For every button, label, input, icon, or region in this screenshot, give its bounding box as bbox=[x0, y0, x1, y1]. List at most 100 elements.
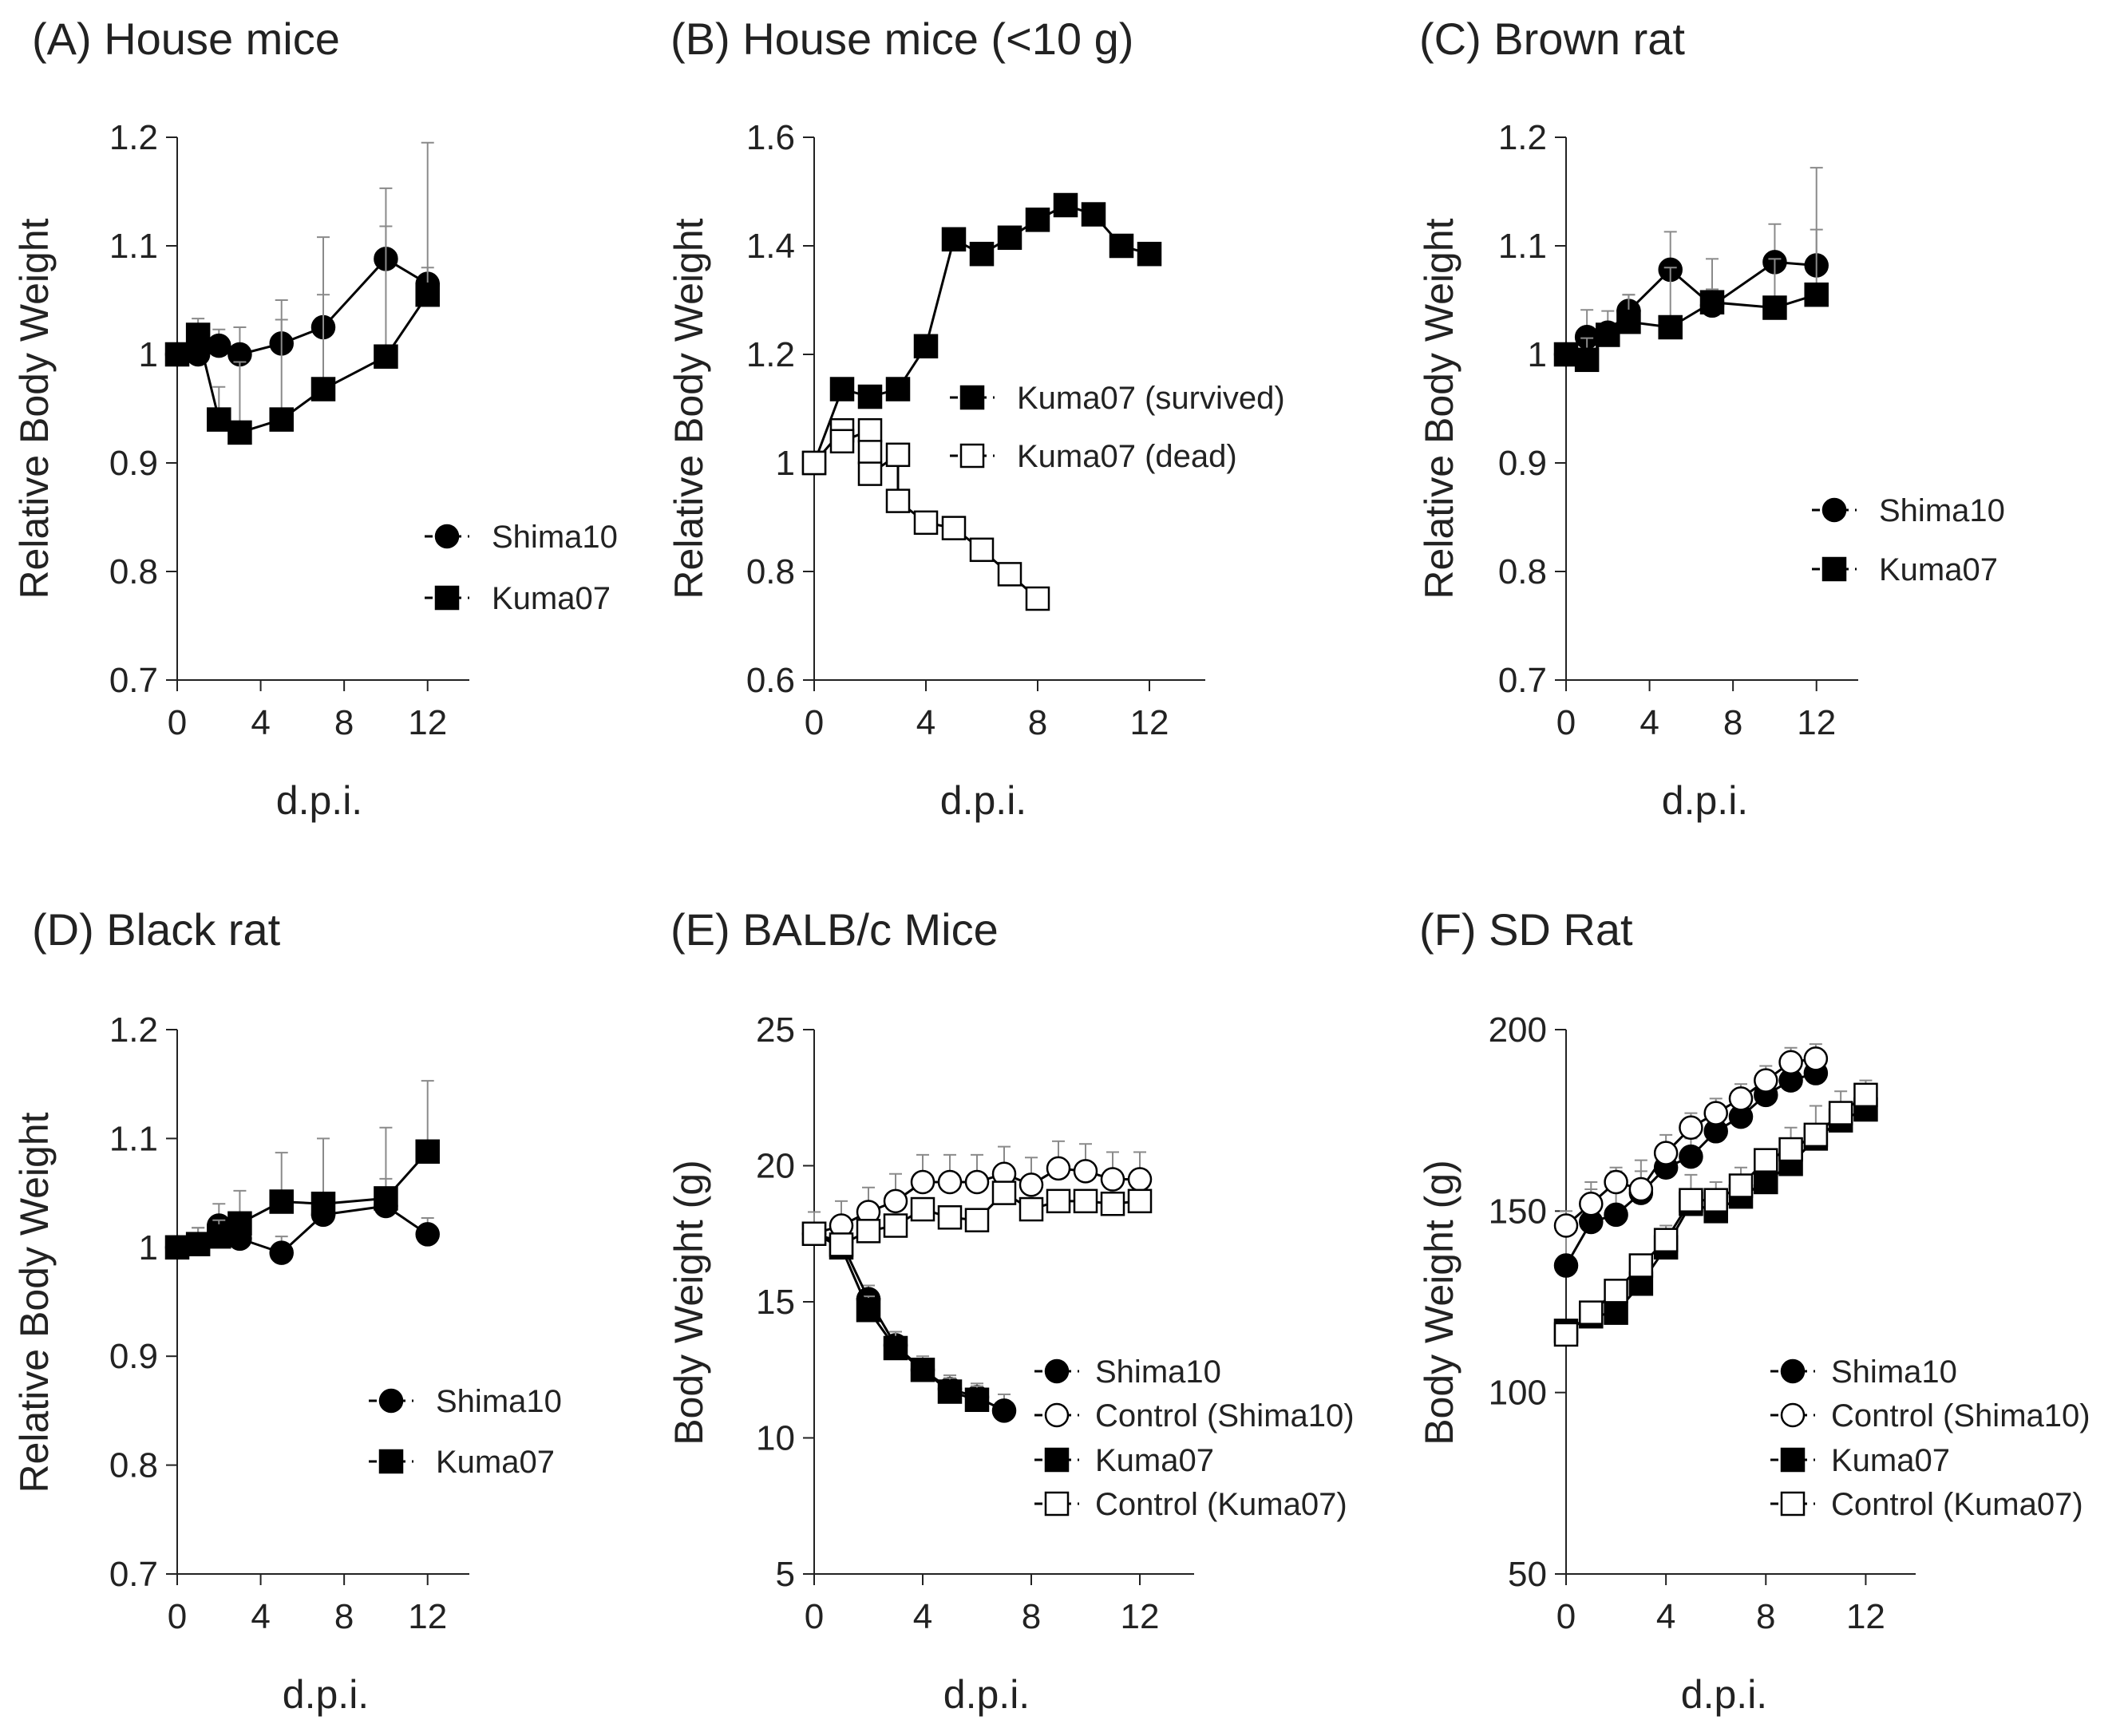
legend-marker bbox=[1044, 1491, 1070, 1517]
data-point bbox=[1553, 1322, 1579, 1347]
x-tick-label: 12 bbox=[1846, 1597, 1885, 1636]
data-point bbox=[1046, 1156, 1071, 1181]
legend-label: Kuma07 bbox=[1095, 1443, 1214, 1478]
data-point bbox=[913, 334, 939, 359]
data-point bbox=[1853, 1082, 1878, 1108]
x-tick-label: 0 bbox=[805, 703, 824, 742]
x-tick-label: 4 bbox=[916, 703, 935, 742]
series-line bbox=[1564, 1072, 1817, 1267]
data-point bbox=[207, 333, 231, 358]
y-tick-label: 0.7 bbox=[1498, 661, 1547, 700]
legend-label: Control (Kuma07) bbox=[1095, 1487, 1347, 1522]
x-tick-label: 4 bbox=[913, 1597, 932, 1636]
y-tick-label: 1.2 bbox=[109, 1010, 158, 1050]
series-control-kuma07 bbox=[1553, 1082, 1878, 1347]
legend: Shima10 Control (Shima10) Kuma07 Control (K… bbox=[1770, 1354, 2090, 1522]
data-point bbox=[374, 1186, 398, 1211]
data-point bbox=[1025, 208, 1050, 232]
legend-marker bbox=[434, 524, 460, 549]
legend-label: Control (Shima10) bbox=[1095, 1398, 1355, 1433]
data-point bbox=[1100, 1167, 1125, 1192]
panel-title: (B) House mice (<10 g) bbox=[670, 14, 1133, 64]
y-tick-label: 1 bbox=[139, 335, 158, 374]
series-kuma07-dead bbox=[801, 417, 1050, 611]
y-tick-label: 0.8 bbox=[746, 552, 795, 591]
y-tick-label: 50 bbox=[1508, 1555, 1547, 1594]
x-tick-label: 8 bbox=[1723, 703, 1742, 742]
y-tick-label: 1.2 bbox=[109, 118, 158, 157]
data-point bbox=[829, 429, 855, 454]
panel-title: (C) Brown rat bbox=[1419, 14, 1685, 64]
data-point bbox=[885, 442, 911, 468]
data-point bbox=[185, 1232, 211, 1256]
data-point bbox=[997, 225, 1022, 251]
legend-marker bbox=[434, 585, 460, 611]
data-point bbox=[207, 407, 231, 432]
data-point bbox=[1762, 295, 1787, 320]
data-point bbox=[1754, 1068, 1778, 1093]
data-point bbox=[164, 1235, 190, 1260]
x-tick-label: 4 bbox=[1656, 1597, 1675, 1636]
data-point bbox=[1754, 1169, 1778, 1195]
data-point bbox=[1553, 1213, 1579, 1238]
legend-marker bbox=[1821, 497, 1847, 523]
series-kuma07 bbox=[164, 1080, 440, 1260]
data-point bbox=[185, 322, 211, 347]
data-point bbox=[1019, 1172, 1044, 1197]
series-kuma07-survived bbox=[801, 192, 1162, 476]
data-point bbox=[1579, 1191, 1604, 1216]
data-point bbox=[1073, 1188, 1098, 1214]
series-control-kuma07 bbox=[801, 1180, 1153, 1257]
legend-marker bbox=[1780, 1358, 1806, 1384]
data-point bbox=[937, 1205, 963, 1230]
data-point bbox=[1679, 1188, 1703, 1212]
x-tick-label: 0 bbox=[1556, 1597, 1576, 1636]
data-point bbox=[857, 440, 883, 465]
data-point bbox=[269, 407, 294, 432]
data-point bbox=[1073, 1159, 1098, 1184]
data-point bbox=[1728, 1173, 1754, 1198]
data-point bbox=[1574, 347, 1600, 373]
x-axis-title: d.p.i. bbox=[1662, 778, 1748, 823]
data-point bbox=[374, 344, 398, 369]
data-point bbox=[1679, 1144, 1703, 1169]
data-point bbox=[1699, 290, 1725, 314]
data-point bbox=[1803, 1122, 1829, 1148]
data-point bbox=[227, 420, 252, 445]
legend-label: Kuma07 (dead) bbox=[1017, 439, 1237, 474]
panel-title: (A) House mice bbox=[32, 14, 340, 64]
data-point bbox=[856, 1219, 881, 1244]
legend: Shima10 Kuma07 bbox=[369, 1384, 562, 1480]
x-tick-label: 0 bbox=[1556, 703, 1576, 742]
legend-label: Kuma07 (survived) bbox=[1017, 381, 1285, 416]
x-axis-title: d.p.i. bbox=[276, 778, 362, 823]
data-point bbox=[1081, 202, 1106, 227]
y-tick-label: 1 bbox=[776, 444, 795, 483]
y-tick-label: 10 bbox=[756, 1419, 795, 1458]
data-point bbox=[1127, 1167, 1153, 1192]
data-point bbox=[1100, 1191, 1125, 1216]
data-point bbox=[913, 510, 939, 536]
y-axis-title: Relative Body Weight bbox=[666, 218, 711, 599]
data-point bbox=[1025, 586, 1050, 611]
x-tick-label: 12 bbox=[1121, 1597, 1160, 1636]
data-point bbox=[883, 1213, 908, 1238]
panel-c: (C) Brown rat 0.7 0.8 0.9 1 1.1 1.2 0 4 8 12 d.p.i.… bbox=[1417, 14, 2005, 823]
data-point bbox=[997, 562, 1022, 587]
data-point bbox=[1778, 1050, 1803, 1075]
panel-b: (B) House mice (<10 g) 0.6 0.8 1 1.2 1.4 1.6 0 4… bbox=[666, 14, 1285, 823]
legend-label: Shima10 bbox=[1879, 493, 2005, 528]
data-point bbox=[1778, 1137, 1803, 1162]
x-tick-label: 4 bbox=[251, 1597, 270, 1636]
y-axis-title: Relative Body Weight bbox=[12, 218, 57, 599]
data-point bbox=[910, 1196, 935, 1222]
legend-label: Kuma07 bbox=[1879, 552, 1998, 587]
data-point bbox=[1046, 1188, 1071, 1214]
data-point bbox=[964, 1208, 990, 1232]
x-axis-title: d.p.i. bbox=[943, 1672, 1030, 1717]
y-tick-label: 25 bbox=[756, 1010, 795, 1050]
data-point bbox=[856, 1297, 881, 1323]
legend-label: Kuma07 bbox=[1831, 1443, 1950, 1478]
y-tick-label: 0.8 bbox=[109, 552, 158, 591]
